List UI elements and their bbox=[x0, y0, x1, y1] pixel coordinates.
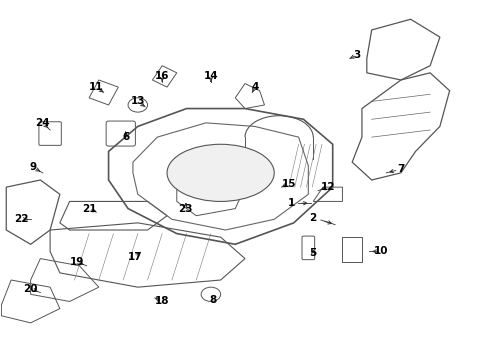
Text: 17: 17 bbox=[128, 252, 143, 262]
Text: 8: 8 bbox=[210, 295, 217, 305]
Text: 23: 23 bbox=[178, 203, 193, 213]
Text: 2: 2 bbox=[310, 212, 317, 222]
Text: 4: 4 bbox=[251, 82, 258, 92]
Text: 19: 19 bbox=[70, 257, 84, 267]
Text: 24: 24 bbox=[35, 118, 50, 128]
Text: 9: 9 bbox=[29, 162, 37, 172]
Text: 10: 10 bbox=[374, 247, 389, 256]
Text: 7: 7 bbox=[397, 164, 405, 174]
Text: 5: 5 bbox=[310, 248, 317, 258]
Text: 12: 12 bbox=[320, 182, 335, 192]
Text: 16: 16 bbox=[155, 71, 170, 81]
Text: 15: 15 bbox=[282, 179, 296, 189]
Text: 21: 21 bbox=[82, 203, 97, 213]
Text: 1: 1 bbox=[288, 198, 295, 208]
Text: 11: 11 bbox=[89, 82, 104, 92]
Text: 6: 6 bbox=[122, 132, 129, 142]
Text: 20: 20 bbox=[24, 284, 38, 294]
Text: 22: 22 bbox=[14, 214, 28, 224]
Text: 13: 13 bbox=[130, 96, 145, 107]
Text: 3: 3 bbox=[353, 50, 361, 60]
Text: 14: 14 bbox=[203, 71, 218, 81]
Ellipse shape bbox=[167, 144, 274, 202]
Text: 18: 18 bbox=[155, 296, 170, 306]
